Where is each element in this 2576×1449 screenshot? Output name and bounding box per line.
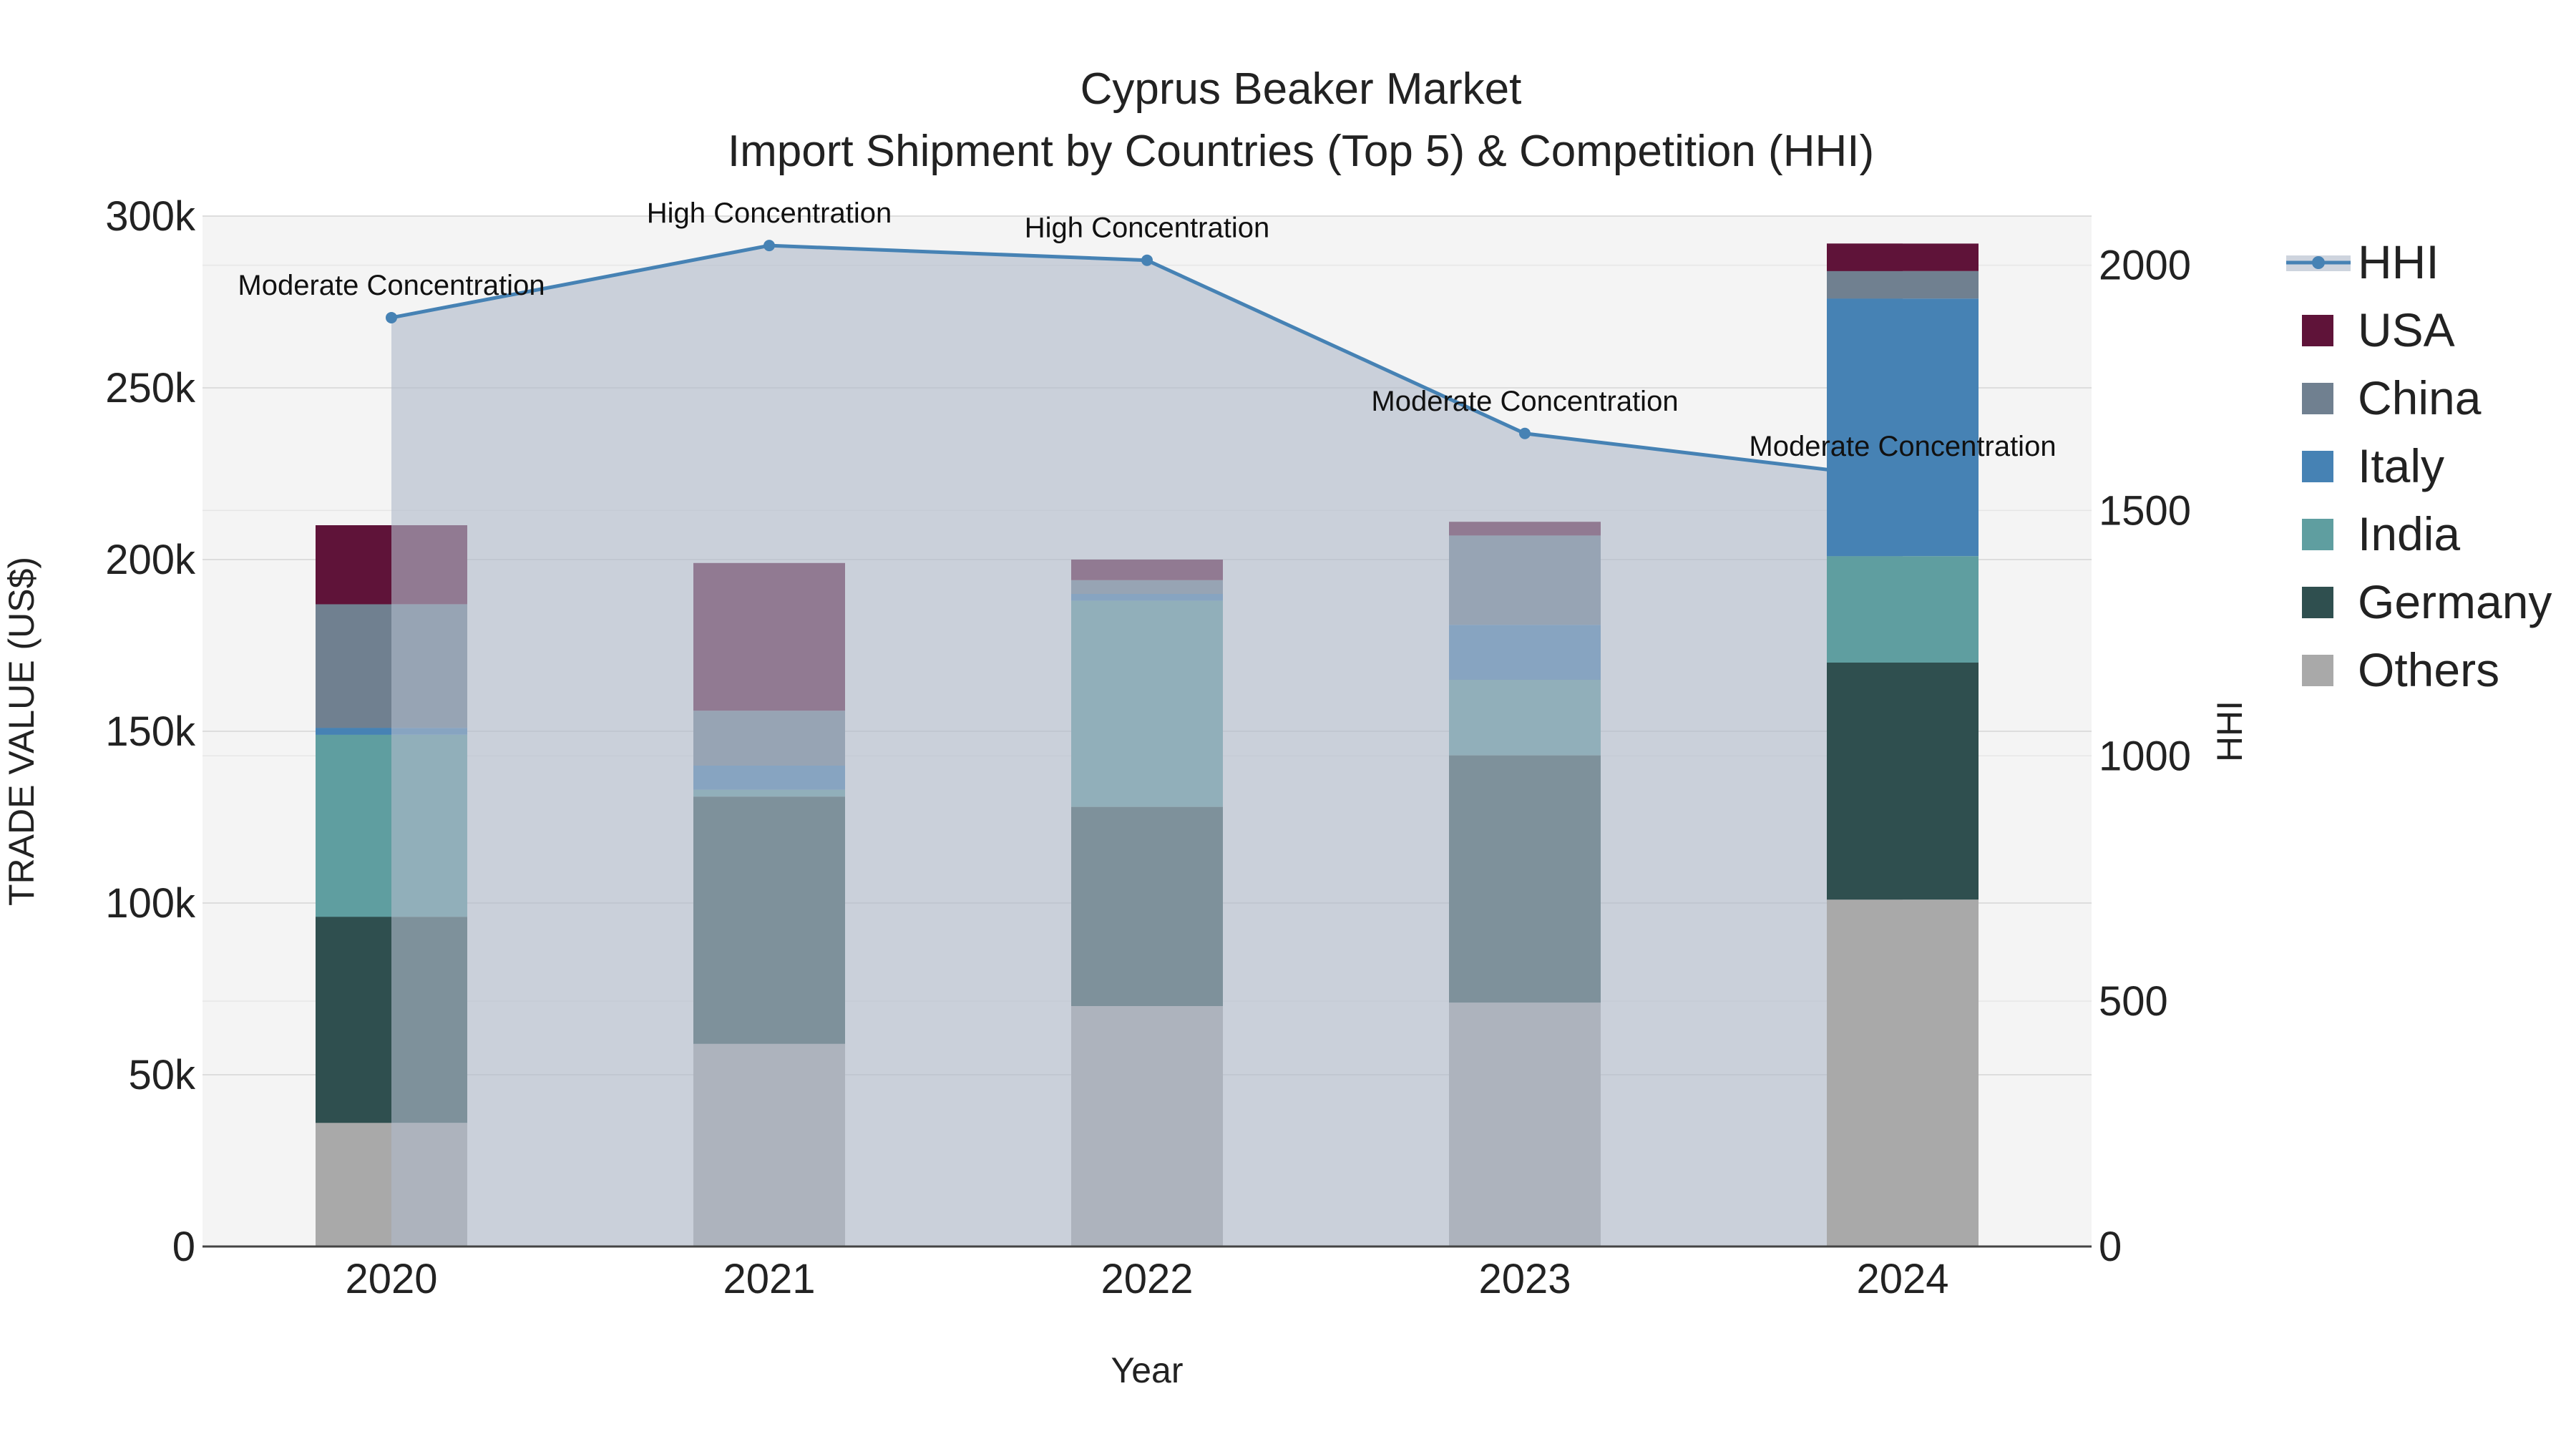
x-tick-label: 2022 [1101, 1256, 1193, 1302]
legend-label-germany: Germany [2358, 575, 2552, 628]
bar-segment-usa [316, 525, 391, 605]
legend-swatch-italy [2302, 451, 2333, 482]
hhi-point [1897, 472, 1908, 484]
bar-segment-india [1827, 556, 1903, 663]
legend-swatch-china [2302, 383, 2333, 414]
legend-label-hhi: HHI [2358, 235, 2439, 288]
y2-axis-title: HHI [2210, 701, 2250, 762]
y2-tick-label: 500 [2099, 978, 2168, 1025]
legend-swatch-germany [2302, 587, 2333, 618]
y-axis-title: TRADE VALUE (US$) [1, 557, 42, 906]
hhi-point [763, 240, 775, 252]
y-tick-label: 200k [105, 537, 196, 583]
bar-segment-china [1827, 270, 1903, 299]
legend-label-usa: USA [2358, 303, 2455, 356]
chart-title: Cyprus Beaker Market [1080, 64, 1522, 114]
hhi-annotation: Moderate Concentration [1749, 431, 2056, 462]
hhi-annotation: Moderate Concentration [238, 270, 545, 301]
y-tick-label: 50k [128, 1052, 196, 1098]
bar-segment-china [316, 604, 391, 728]
y-tick-label: 150k [105, 708, 196, 755]
x-axis-ticks: 2020 2021 2022 2023 2024 [345, 1256, 1948, 1302]
hhi-point [1141, 254, 1153, 266]
hhi-annotation: High Concentration [647, 197, 892, 229]
legend-label-others: Others [2358, 643, 2499, 696]
y-tick-label: 100k [105, 880, 196, 927]
bars-front [316, 243, 1903, 1246]
legend-label-china: China [2358, 371, 2482, 424]
legend-swatch-others [2302, 655, 2333, 686]
hhi-annotation: High Concentration [1025, 213, 1269, 244]
bar-segment-usa [1827, 243, 1903, 271]
y2-tick-label: 1000 [2099, 733, 2191, 779]
legend-label-india: India [2358, 507, 2460, 560]
legend-hhi-marker [2312, 256, 2325, 269]
bar-segment-others [316, 1123, 391, 1246]
y2-axis-ticks: 0 500 1000 1500 2000 [2099, 243, 2191, 1270]
y2-tick-label: 0 [2099, 1224, 2122, 1270]
y2-tick-label: 1500 [2099, 487, 2191, 534]
y-tick-label: 0 [172, 1224, 195, 1270]
hhi-labels: Moderate Concentration High Concentration… [238, 197, 2056, 462]
y2-tick-label: 2000 [2099, 243, 2191, 289]
chart-subtitle: Import Shipment by Countries (Top 5) & C… [728, 127, 1874, 176]
legend-swatch-india [2302, 519, 2333, 550]
legend-label-italy: Italy [2358, 439, 2444, 492]
x-tick-label: 2023 [1478, 1256, 1571, 1302]
legend: HHI USA China Italy India Germany Others [2286, 235, 2552, 696]
bar-segment-india [316, 734, 391, 917]
bar-segment-italy [1827, 298, 1903, 557]
y-tick-label: 250k [105, 365, 196, 411]
bar-segment-italy [316, 728, 391, 735]
bar-segment-germany [316, 917, 391, 1123]
x-tick-label: 2020 [345, 1256, 437, 1302]
bar-segment-germany [1827, 663, 1903, 900]
hhi-point [1519, 427, 1531, 439]
hhi-area [391, 245, 1903, 1247]
hhi-area-fill [391, 245, 1903, 1247]
x-axis-title: Year [1111, 1350, 1183, 1390]
hhi-line [386, 240, 1908, 484]
y-axis-ticks: 0 50k 100k 150k 200k 250k 300k [105, 193, 196, 1270]
hhi-point [386, 311, 397, 323]
hhi-annotation: Moderate Concentration [1371, 386, 1678, 417]
legend-swatch-usa [2302, 315, 2333, 346]
x-tick-label: 2024 [1856, 1256, 1948, 1302]
bar-segment-others [1827, 899, 1903, 1246]
x-tick-label: 2021 [723, 1256, 815, 1302]
y-tick-label: 300k [105, 193, 196, 240]
